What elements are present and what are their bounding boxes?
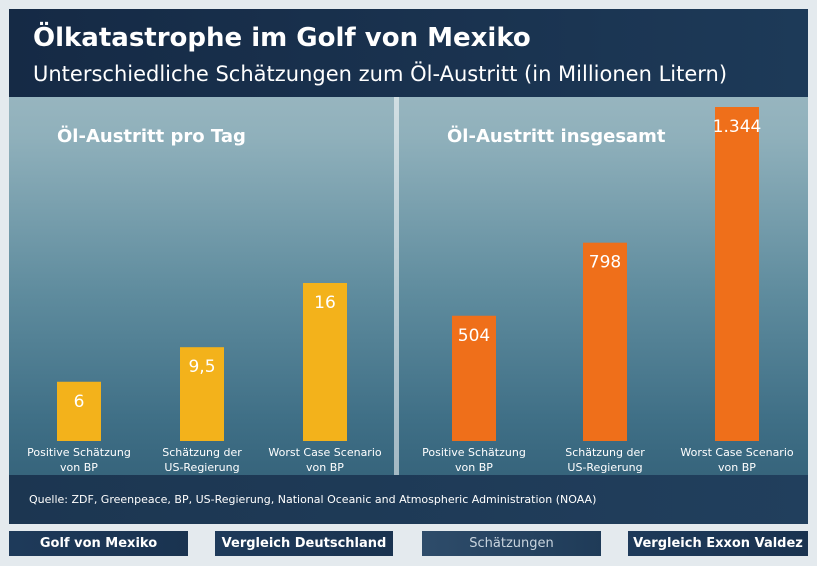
- bar-1-1: [583, 242, 627, 441]
- bar-value-label-1-0: 504: [458, 326, 490, 346]
- bar-value-label-0-2: 16: [314, 293, 336, 313]
- category-label-0-0-1: von BP: [60, 461, 98, 474]
- category-label-0-1-0: Schätzung der: [162, 446, 242, 459]
- header: Ölkatastrophe im Golf von Mexiko Untersc…: [9, 9, 808, 97]
- source-bar: Quelle: ZDF, Greenpeace, BP, US-Regierun…: [9, 475, 808, 524]
- source-text: Quelle: ZDF, Greenpeace, BP, US-Regierun…: [29, 493, 597, 506]
- bar-value-label-1-2: 1.344: [713, 117, 762, 137]
- category-label-0-2-1: von BP: [306, 461, 344, 474]
- bar-charts: 6 Positive Schätzung von BP 9,5 Schätzung de…: [27, 107, 794, 474]
- chart-title-insgesamt: Öl-Austritt insgesamt: [447, 126, 666, 147]
- category-label-1-0-1: von BP: [455, 461, 493, 474]
- category-label-1-1-1: US-Regierung: [567, 461, 642, 474]
- tab-vergleich-exxon-valdez[interactable]: Vergleich Exxon Valdez: [628, 531, 808, 556]
- page-subtitle: Unterschiedliche Schätzungen zum Öl-Aust…: [33, 62, 728, 86]
- category-label-0-1-1: US-Regierung: [164, 461, 239, 474]
- category-label-0-0-0: Positive Schätzung: [27, 446, 131, 459]
- bar-0-0: [57, 381, 101, 441]
- bar-1-0: [452, 315, 496, 441]
- bar-value-label-0-0: 6: [74, 392, 85, 412]
- category-label-1-2-0: Worst Case Scenario: [680, 446, 794, 459]
- page-title: Ölkatastrophe im Golf von Mexiko: [33, 23, 531, 53]
- category-label-1-2-1: von BP: [718, 461, 756, 474]
- bar-0-2: [303, 283, 347, 441]
- tab-golf-von-mexiko[interactable]: Golf von Mexiko: [9, 531, 188, 556]
- panel-divider: [394, 97, 399, 475]
- category-label-1-0-0: Positive Schätzung: [422, 446, 526, 459]
- bar-1-2: [715, 107, 759, 441]
- chart-title-pro-tag: Öl-Austritt pro Tag: [57, 126, 246, 147]
- infographic-frame: Ölkatastrophe im Golf von Mexiko Untersc…: [9, 9, 808, 524]
- category-label-0-2-0: Worst Case Scenario: [268, 446, 382, 459]
- bar-value-label-1-1: 798: [589, 253, 621, 273]
- category-label-1-1-0: Schätzung der: [565, 446, 645, 459]
- tab-schaetzungen[interactable]: Schätzungen: [422, 531, 601, 556]
- tab-vergleich-deutschland[interactable]: Vergleich Deutschland: [215, 531, 393, 556]
- bar-value-label-0-1: 9,5: [188, 357, 215, 377]
- bar-0-1: [180, 347, 224, 441]
